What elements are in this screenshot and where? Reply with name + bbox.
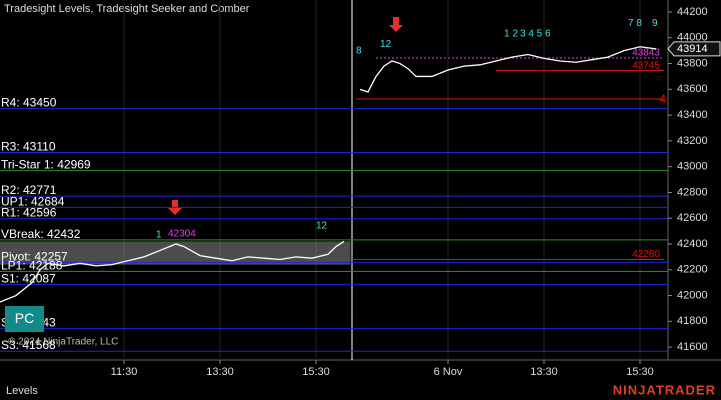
y-tick-label: 44000 <box>677 32 708 44</box>
session-level-label: 43843 <box>632 48 660 59</box>
annotation: 42304 <box>168 228 196 239</box>
last-price-tag <box>667 41 721 57</box>
session-level-label: 43745 <box>632 60 660 71</box>
y-tick-label: 42200 <box>677 264 708 276</box>
zone <box>0 241 351 265</box>
copyright: © 2024 NinjaTrader, LLC <box>8 337 118 348</box>
x-tick-label: 6 Nov <box>434 366 463 378</box>
annotation: 7 8 <box>628 18 642 29</box>
session-level-label: 4 <box>659 92 666 106</box>
y-tick-label: 43400 <box>677 109 708 121</box>
level-label: S3: 41568 <box>1 338 56 352</box>
annotation: 1 <box>156 230 162 241</box>
price-line <box>0 240 345 303</box>
last-price-label: 43914 <box>677 43 708 55</box>
price-line <box>359 46 657 93</box>
level-label: LP1: 42188 <box>1 258 63 272</box>
level-label: S1: 42087 <box>1 271 56 285</box>
pc-button-label[interactable]: PC <box>15 310 34 326</box>
y-tick-label: 41800 <box>677 315 708 327</box>
panel-label: Levels <box>6 385 38 397</box>
y-tick-label: 44200 <box>677 6 708 18</box>
x-tick-label: 13:30 <box>530 366 558 378</box>
annotation: 12 <box>380 39 392 50</box>
y-tick-label: 43200 <box>677 135 708 147</box>
level-label: R4: 43450 <box>1 96 57 110</box>
level-label: R1: 42596 <box>1 206 57 220</box>
y-tick-label: 42800 <box>677 186 708 198</box>
annotation: 3 4 5 6 <box>520 29 551 40</box>
level-label: VBreak: 42432 <box>1 227 81 241</box>
arrow-icon <box>389 17 403 32</box>
x-tick-label: 13:30 <box>206 366 234 378</box>
y-tick-label: 42600 <box>677 212 708 224</box>
level-label: R2: 42771 <box>1 183 57 197</box>
y-tick-label: 42400 <box>677 238 708 250</box>
brand-logo: NINJATRADER <box>613 382 716 397</box>
y-tick-label: 41600 <box>677 341 708 353</box>
annotation: 12 <box>316 221 328 232</box>
annotation: 1 2 <box>504 29 518 40</box>
x-tick-label: 15:30 <box>302 366 330 378</box>
y-tick-label: 43600 <box>677 83 708 95</box>
pc-button[interactable] <box>5 306 44 332</box>
annotation: 9 <box>652 18 658 29</box>
x-tick-label: 15:30 <box>626 366 654 378</box>
level-label: Tri-Star 1: 42969 <box>1 158 91 172</box>
y-tick-label: 43800 <box>677 57 708 69</box>
level-label: UP1: 42684 <box>1 194 65 208</box>
y-tick-label: 43000 <box>677 161 708 173</box>
chart-title: Tradesight Levels, Tradesight Seeker and… <box>4 3 250 15</box>
session-level-label: 42280 <box>632 249 660 260</box>
annotation: 8 <box>356 45 362 56</box>
level-label: Pivot: 42257 <box>1 249 68 263</box>
level-label: R3: 43110 <box>1 139 56 153</box>
x-tick-label: 11:30 <box>111 366 138 378</box>
y-tick-label: 42000 <box>677 289 708 301</box>
